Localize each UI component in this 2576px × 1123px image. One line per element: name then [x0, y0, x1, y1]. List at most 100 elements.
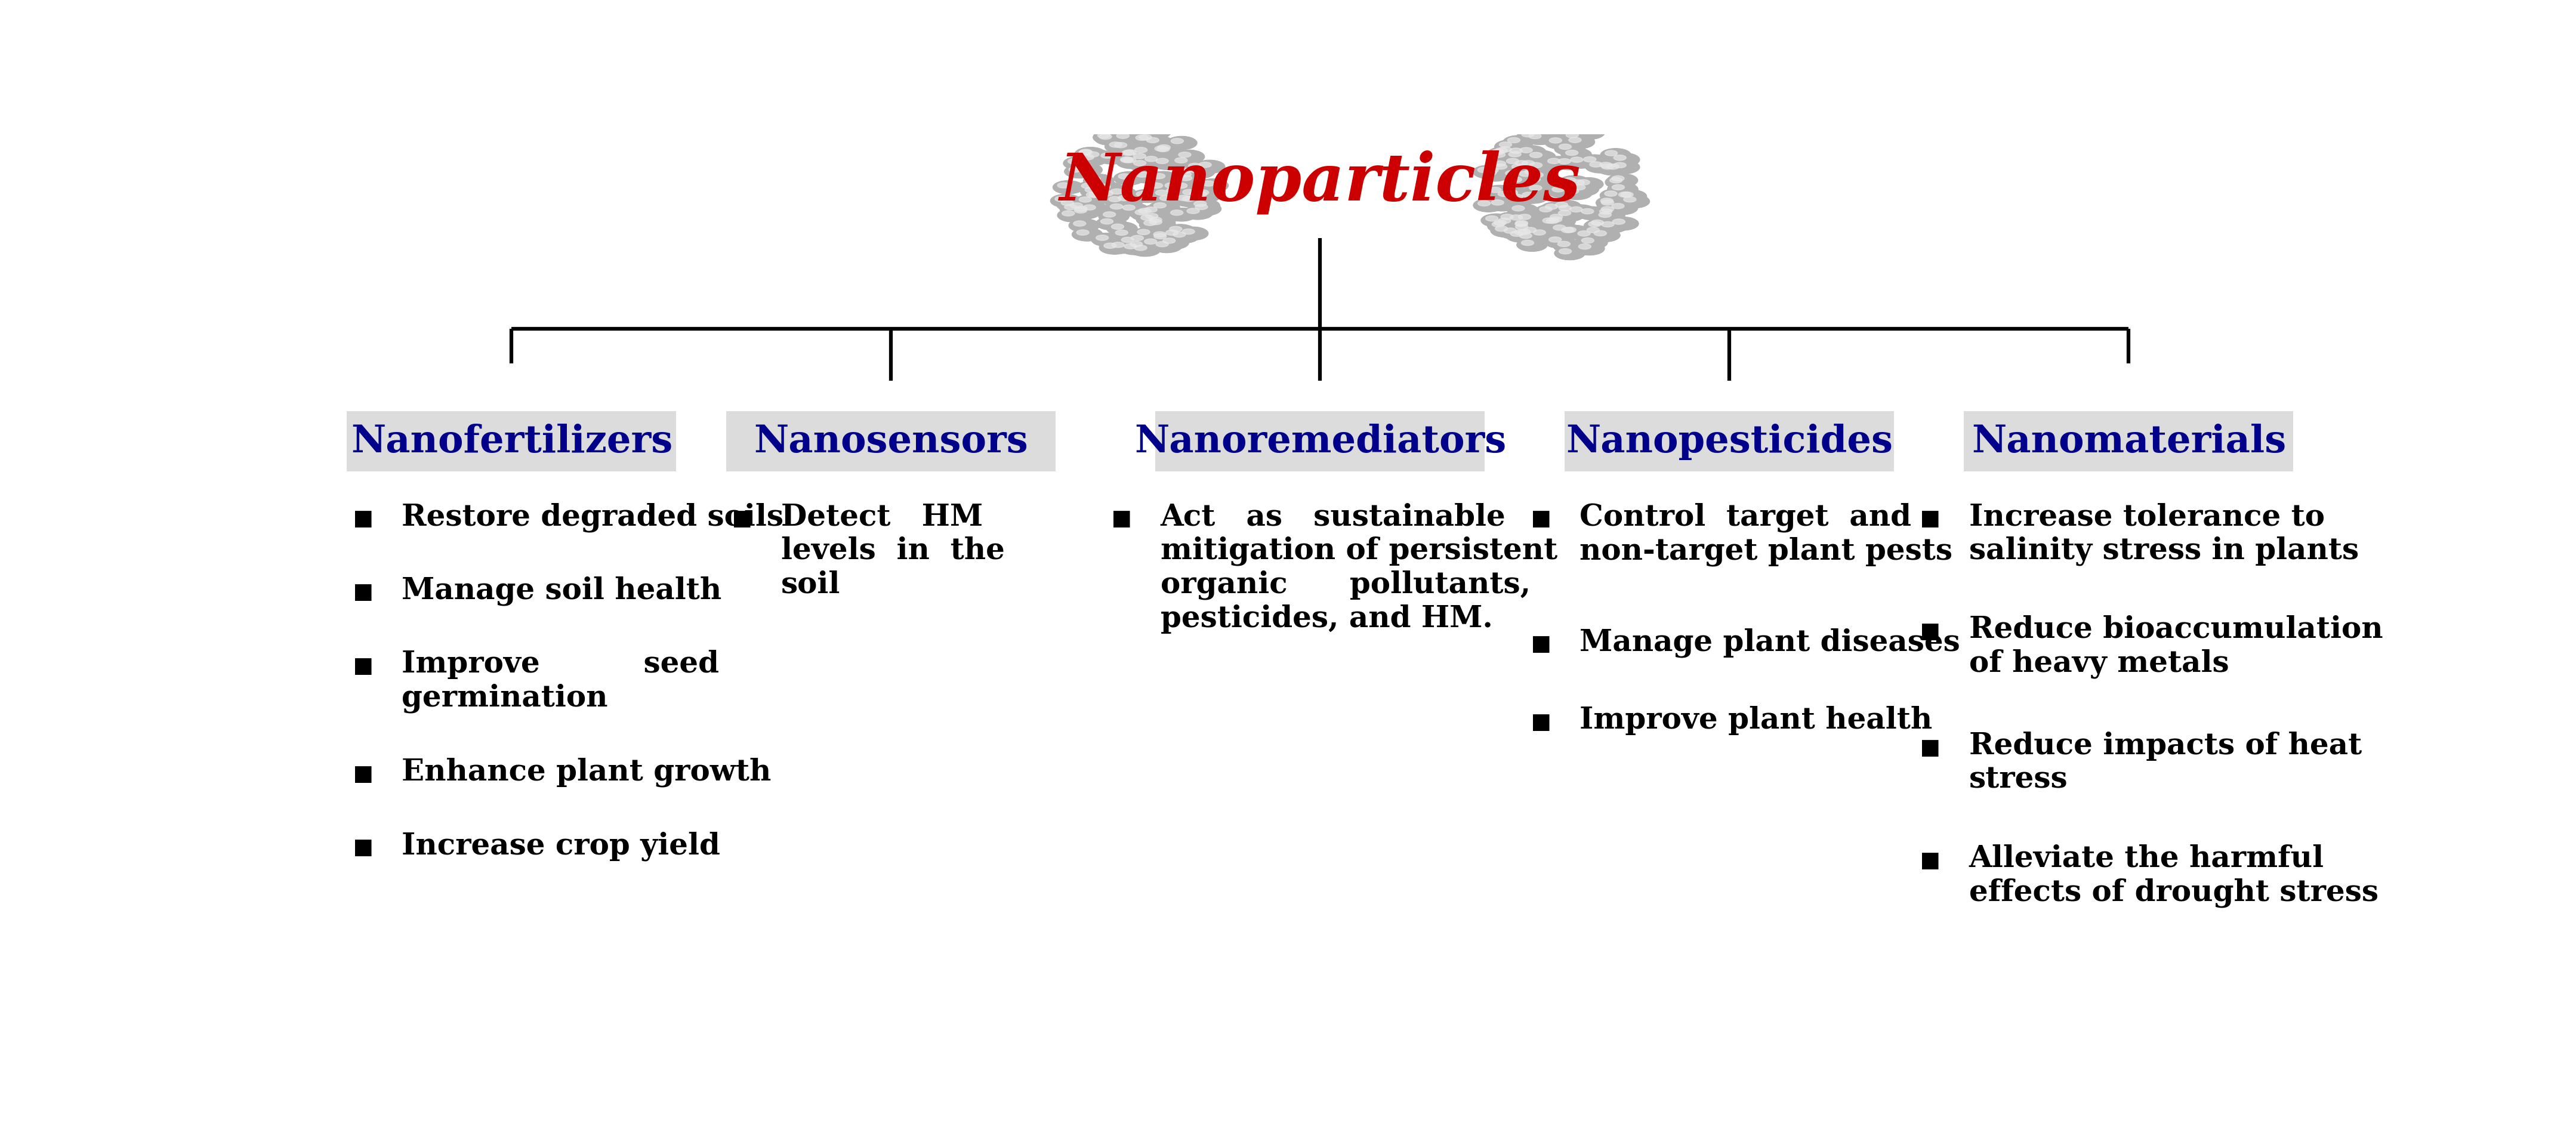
Circle shape [1510, 219, 1540, 232]
Circle shape [1522, 240, 1533, 246]
Circle shape [1151, 240, 1182, 253]
Circle shape [1613, 185, 1625, 191]
Circle shape [1517, 130, 1548, 144]
Circle shape [1151, 189, 1182, 202]
Circle shape [1494, 148, 1507, 154]
Circle shape [1177, 153, 1190, 158]
Circle shape [1151, 145, 1182, 158]
Circle shape [1159, 181, 1190, 194]
Circle shape [1525, 184, 1556, 197]
Circle shape [1610, 161, 1641, 174]
Circle shape [1136, 136, 1149, 140]
Circle shape [1504, 190, 1517, 195]
Circle shape [1558, 249, 1571, 255]
Circle shape [1133, 207, 1164, 220]
Circle shape [1162, 238, 1175, 244]
Circle shape [1489, 188, 1502, 193]
Circle shape [1561, 228, 1574, 234]
Circle shape [1597, 220, 1628, 234]
Circle shape [1087, 176, 1100, 182]
Circle shape [1056, 183, 1069, 189]
Circle shape [1077, 182, 1108, 195]
Circle shape [1499, 227, 1530, 239]
Circle shape [1605, 150, 1618, 156]
Circle shape [1175, 183, 1188, 189]
Circle shape [1193, 201, 1206, 207]
Text: ▪: ▪ [353, 502, 374, 535]
Circle shape [1504, 147, 1535, 159]
Circle shape [1520, 234, 1533, 239]
Circle shape [1092, 234, 1123, 247]
Circle shape [1082, 155, 1095, 161]
Circle shape [1159, 237, 1188, 249]
Circle shape [1108, 197, 1121, 202]
Circle shape [1520, 167, 1551, 181]
Circle shape [1553, 143, 1584, 156]
Circle shape [1486, 168, 1499, 173]
Circle shape [1522, 193, 1535, 198]
Circle shape [1139, 219, 1170, 232]
Circle shape [1167, 230, 1177, 236]
Circle shape [1056, 199, 1087, 212]
Circle shape [1175, 150, 1206, 164]
Circle shape [1577, 207, 1607, 220]
Circle shape [1054, 181, 1084, 194]
Circle shape [1489, 159, 1520, 173]
Circle shape [1517, 191, 1548, 204]
Text: Manage plant diseases: Manage plant diseases [1579, 628, 1960, 657]
Circle shape [1072, 228, 1103, 241]
Circle shape [1499, 219, 1510, 223]
Circle shape [1141, 212, 1172, 225]
Circle shape [1133, 154, 1146, 159]
Circle shape [1133, 246, 1146, 252]
Circle shape [1571, 157, 1584, 163]
Circle shape [1115, 156, 1146, 170]
Circle shape [1105, 188, 1136, 201]
Circle shape [1548, 223, 1579, 237]
Circle shape [1579, 155, 1610, 168]
Circle shape [1569, 138, 1582, 144]
Circle shape [1177, 194, 1208, 208]
Circle shape [1515, 225, 1528, 230]
Circle shape [1146, 182, 1177, 194]
Circle shape [1489, 163, 1520, 175]
Circle shape [1620, 195, 1649, 209]
Circle shape [1185, 162, 1213, 175]
Circle shape [1525, 170, 1538, 175]
Circle shape [1577, 180, 1589, 185]
Circle shape [1566, 133, 1579, 138]
Circle shape [1584, 157, 1597, 163]
Circle shape [1121, 157, 1133, 163]
Circle shape [1574, 185, 1584, 191]
Circle shape [1613, 219, 1625, 225]
Circle shape [1074, 148, 1105, 161]
Text: Manage soil health: Manage soil health [402, 576, 721, 605]
Circle shape [1610, 179, 1623, 183]
Circle shape [1515, 146, 1546, 159]
Circle shape [1131, 241, 1144, 247]
Circle shape [1131, 134, 1162, 147]
Circle shape [1522, 133, 1535, 137]
Circle shape [1118, 236, 1146, 249]
Circle shape [1190, 190, 1221, 203]
Circle shape [1548, 185, 1579, 199]
Circle shape [1540, 202, 1571, 216]
Circle shape [1530, 173, 1543, 179]
Circle shape [1615, 191, 1646, 203]
Circle shape [1146, 138, 1159, 144]
Circle shape [1512, 222, 1540, 236]
Circle shape [1182, 229, 1195, 235]
Circle shape [1546, 212, 1577, 226]
Circle shape [1543, 157, 1574, 170]
Circle shape [1084, 188, 1097, 193]
Circle shape [1072, 164, 1103, 177]
Circle shape [1504, 171, 1517, 176]
Circle shape [1510, 152, 1522, 157]
Circle shape [1170, 156, 1200, 170]
Circle shape [1582, 238, 1595, 244]
Circle shape [1479, 167, 1489, 173]
Circle shape [1548, 138, 1561, 144]
Circle shape [1525, 133, 1556, 145]
Circle shape [1126, 240, 1157, 253]
Circle shape [1602, 222, 1615, 228]
